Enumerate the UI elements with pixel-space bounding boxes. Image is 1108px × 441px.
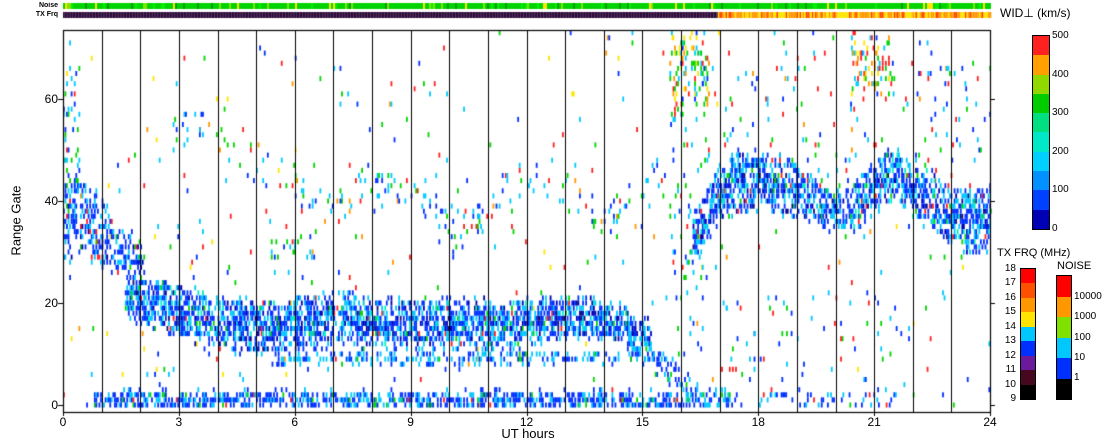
y-axis-label: Range Gate (8, 185, 24, 256)
noise-bar-tick-label: 10000 (1074, 290, 1102, 302)
x-tick-label: 24 (983, 415, 997, 429)
noise-bar-segment (1057, 317, 1071, 338)
txfrq-bar-tick-label: 9 (1010, 393, 1016, 404)
x-tick-label: 6 (291, 415, 299, 429)
noise-colorbar-title: NOISE (1057, 260, 1092, 272)
wid-colorbar (1032, 35, 1050, 230)
wid-bar-segment (1033, 55, 1049, 75)
x-tick-label: 12 (519, 415, 534, 429)
x-tick-label: 21 (867, 415, 881, 429)
wid-bar-tick-label: 400 (1052, 68, 1069, 80)
wid-bar-segment (1033, 74, 1049, 94)
txfrq-bar-tick-label: 11 (1005, 364, 1016, 376)
wid-bar-segment (1033, 93, 1049, 114)
x-tick-label: 18 (751, 415, 765, 429)
x-axis-label: UT hours (501, 426, 555, 441)
noise-bar-tick-label: 1000 (1074, 310, 1097, 322)
y-tick-label: 40 (44, 194, 58, 208)
x-tick-label: 15 (635, 415, 650, 429)
wid-bar-tick-label: 100 (1052, 184, 1069, 196)
wid-bar-tick-label: 500 (1052, 30, 1069, 41)
txfrq-bar-tick-label: 13 (1004, 335, 1016, 347)
noise-bar-segment (1057, 296, 1071, 317)
wid-bar-segment (1033, 36, 1049, 56)
wid-colorbar-title: WID⊥ (km/s) (1000, 6, 1071, 20)
txfrq-bar-label: TX Frq (35, 11, 58, 18)
wid-bar-segment (1033, 132, 1049, 152)
noise-bar-segment (1057, 378, 1071, 399)
wid-bar-tick-label: 0 (1052, 223, 1058, 234)
txfrq-bar-segment (1021, 341, 1035, 356)
wid-bar-segment (1033, 171, 1049, 191)
noise-bar-label: Noise (38, 2, 58, 9)
x-tick-label: 3 (175, 415, 183, 429)
noise-bar-tick-label: 10 (1074, 352, 1086, 363)
noise-colorbar (1056, 275, 1072, 400)
x-tick-label: 9 (407, 415, 414, 429)
txfrq-bar-segment (1021, 326, 1035, 342)
txfrq-bar-segment (1021, 384, 1035, 399)
txfrq-bar-tick-label: 12 (1004, 349, 1016, 361)
txfrq-bar-segment (1021, 312, 1035, 327)
noise-bar-segment (1057, 276, 1071, 297)
noise-bar-tick-label: 1 (1074, 372, 1080, 384)
wid-bar-tick-label: 300 (1052, 107, 1069, 119)
txfrq-bar-segment (1021, 355, 1035, 371)
wid-bar-segment (1033, 151, 1049, 172)
txfrq-bar-segment (1021, 297, 1035, 313)
txfrq-bar-tick-label: 16 (1004, 291, 1016, 303)
noise-bar-segment (1057, 358, 1071, 379)
y-tick-label: 0 (51, 398, 58, 412)
txfrq-bar-tick-label: 14 (1004, 320, 1016, 332)
txfrq-colorbar (1020, 268, 1036, 400)
y-tick-label: 60 (44, 92, 58, 106)
noise-bar-segment (1057, 337, 1071, 358)
txfrq-bar-segment (1021, 370, 1035, 385)
txfrq-bar-segment (1021, 283, 1035, 298)
txfrq-colorbar-title: TX FRQ (MHz) (997, 247, 1071, 259)
wid-bar-segment (1033, 209, 1049, 229)
x-tick-label: 0 (59, 415, 67, 429)
txfrq-bar-tick-label: 15 (1004, 306, 1016, 318)
wid-bar-segment (1033, 190, 1049, 210)
wid-bar-tick-label: 200 (1052, 145, 1069, 157)
txfrq-bar-tick-label: 10 (1004, 378, 1016, 390)
txfrq-bar-segment (1021, 269, 1035, 284)
noise-bar-tick-label: 100 (1074, 331, 1091, 343)
txfrq-bar-tick-label: 17 (1004, 277, 1016, 289)
y-tick-label: 20 (44, 296, 58, 310)
wid-bar-segment (1033, 113, 1049, 133)
txfrq-bar-tick-label: 18 (1004, 263, 1016, 274)
